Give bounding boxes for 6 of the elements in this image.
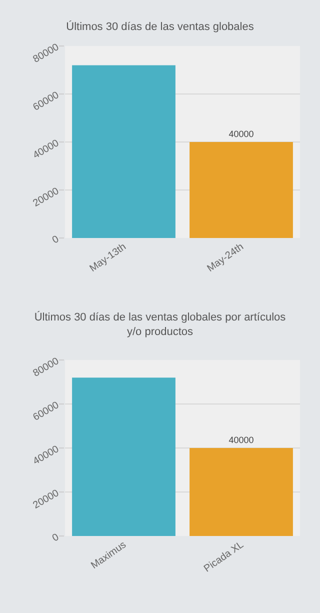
chart-title: Últimos 30 días de las ventas globales por artículos y/o productos: [34, 310, 286, 338]
data-label: 40000: [228, 435, 254, 445]
data-label: 40000: [228, 129, 254, 139]
y-tick-label: 0: [50, 532, 62, 544]
y-tick-label: 0: [50, 234, 62, 246]
chart-title: Últimos 30 días de las ventas globales: [66, 20, 254, 34]
